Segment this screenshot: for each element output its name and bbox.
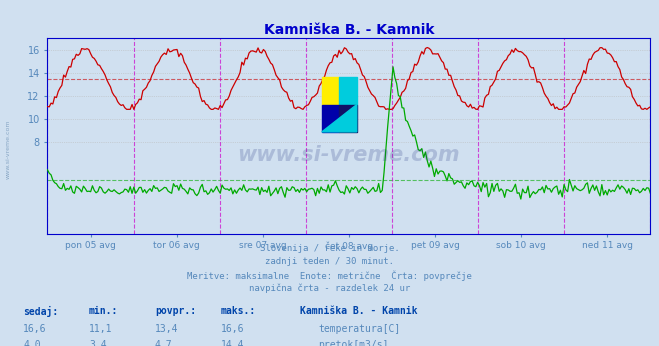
Text: Meritve: maksimalne  Enote: metrične  Črta: povprečje: Meritve: maksimalne Enote: metrične Črta… (187, 270, 472, 281)
Title: Kamniška B. - Kamnik: Kamniška B. - Kamnik (264, 23, 434, 37)
Bar (339, 77, 357, 104)
Text: povpr.:: povpr.: (155, 306, 196, 316)
Text: 11,1: 11,1 (89, 324, 113, 334)
Text: 3,4: 3,4 (89, 340, 107, 346)
Text: 4,0: 4,0 (23, 340, 41, 346)
Text: navpična črta - razdelek 24 ur: navpična črta - razdelek 24 ur (249, 283, 410, 293)
Bar (322, 77, 339, 104)
Text: www.si-vreme.com: www.si-vreme.com (5, 119, 11, 179)
Text: zadnji teden / 30 minut.: zadnji teden / 30 minut. (265, 257, 394, 266)
Text: 16,6: 16,6 (23, 324, 47, 334)
Text: min.:: min.: (89, 306, 119, 316)
Text: 13,4: 13,4 (155, 324, 179, 334)
Text: pretok[m3/s]: pretok[m3/s] (318, 340, 389, 346)
Text: 16,6: 16,6 (221, 324, 244, 334)
Text: 4,7: 4,7 (155, 340, 173, 346)
Text: Slovenija / reke in morje.: Slovenija / reke in morje. (260, 244, 399, 253)
Text: Kamniška B. - Kamnik: Kamniška B. - Kamnik (300, 306, 417, 316)
Bar (322, 104, 339, 132)
Bar (339, 104, 357, 132)
Text: 14,4: 14,4 (221, 340, 244, 346)
Text: maks.:: maks.: (221, 306, 256, 316)
Text: temperatura[C]: temperatura[C] (318, 324, 401, 334)
Text: www.si-vreme.com: www.si-vreme.com (238, 145, 460, 165)
Text: sedaj:: sedaj: (23, 306, 58, 317)
Polygon shape (322, 104, 357, 132)
